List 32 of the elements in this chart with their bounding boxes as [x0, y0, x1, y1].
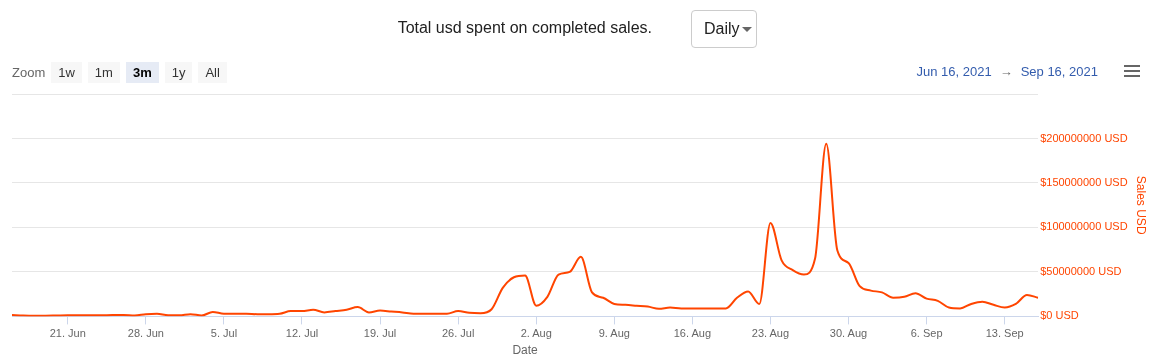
- line-series: [12, 142, 1039, 317]
- x-tick-label: 9. Aug: [598, 327, 630, 340]
- text: Jun 16, 2021: [916, 64, 992, 79]
- x-axis-title: Date: [512, 343, 539, 358]
- x-tick-label: 21. Jun: [49, 327, 86, 340]
- y-tick-label: $100000000 USD: [1040, 220, 1128, 233]
- text: Zoom: [12, 64, 46, 80]
- x-tick-label: 6. Sep: [910, 327, 943, 340]
- x-tick-label: 30. Aug: [829, 327, 868, 340]
- y-axis-title: Sales USD: [1134, 175, 1149, 235]
- x-tick-label: 5. Jul: [210, 327, 238, 340]
- y-tick-label: $150000000 USD: [1040, 175, 1128, 188]
- chart-title: Total usd spent on completed sales.: [397, 19, 652, 37]
- text: Sep 16, 2021: [1020, 64, 1098, 79]
- y-tick-label: $50000000 USD: [1040, 264, 1122, 277]
- x-tick-label: 19. Jul: [363, 327, 397, 340]
- y-tick-label: $200000000 USD: [1040, 131, 1128, 144]
- text: 1m: [87, 61, 120, 83]
- x-tick-label: 28. Jun: [127, 327, 164, 340]
- text: →: [999, 64, 1013, 79]
- text: 1w: [51, 61, 82, 83]
- x-tick-label: 13. Sep: [985, 327, 1024, 340]
- text: All: [198, 61, 227, 83]
- text: Daily: [704, 20, 740, 37]
- x-tick-label: 26. Jul: [441, 327, 475, 340]
- text: 1y: [164, 61, 193, 83]
- x-tick-label: 16. Aug: [673, 327, 712, 340]
- x-tick-label: 12. Jul: [285, 327, 319, 340]
- y-tick-label: $0 USD: [1040, 309, 1079, 322]
- text: 3m: [125, 61, 159, 83]
- x-tick-label: 2. Aug: [520, 327, 552, 340]
- x-tick-label: 23. Aug: [751, 327, 790, 340]
